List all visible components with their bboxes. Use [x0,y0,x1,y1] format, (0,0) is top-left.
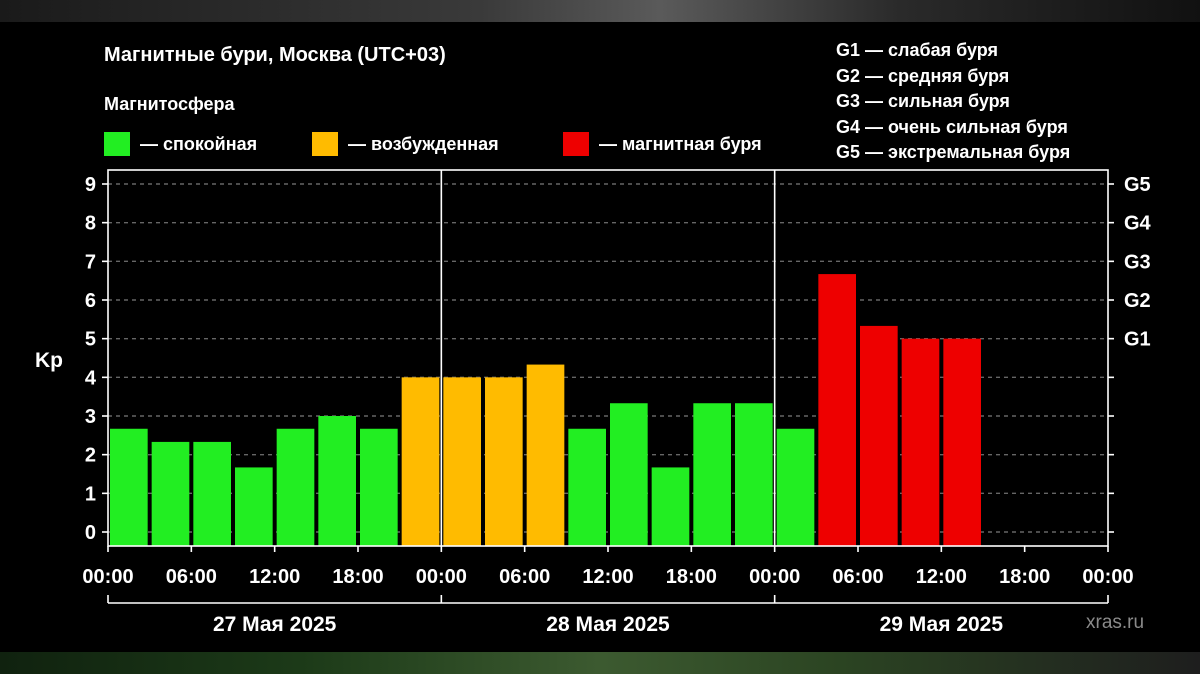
watermark: xras.ru [1086,612,1145,633]
y-axis-label: Kp [35,349,63,372]
x-tick-label: 12:00 [249,566,300,588]
legend-title: Магнитосфера [104,94,235,114]
legend-swatch-storm [563,132,589,156]
legend-label-quiet: — спокойная [140,133,258,154]
y-tick-label: 7 [85,251,96,273]
page-title: Магнитные бури, Москва (UTC+03) [104,44,446,66]
y-tick-label: 2 [85,445,96,467]
g-scale-legend: G1 — слабая буря G2 — средняя буря G3 — … [836,38,1070,166]
y-tick-label: 0 [85,522,96,544]
kp-bar [485,377,523,546]
kp-bar [443,377,481,546]
kp-bar [110,428,148,546]
y-tick-label: 3 [85,406,96,428]
kp-bar [735,403,773,546]
day-label: 29 Мая 2025 [880,613,1004,636]
kp-bar [193,441,231,546]
y-tick-label: 6 [85,290,96,312]
kp-bar [235,467,273,546]
x-tick-label: 12:00 [582,566,633,588]
x-tick-label: 00:00 [416,566,467,588]
kp-bar [151,441,190,546]
legend-item-active: — возбужденная [312,131,499,157]
g-level-label: G4 [1124,213,1152,235]
kp-bar [401,377,440,546]
kp-bar [651,467,690,546]
legend-swatch-quiet [104,132,130,156]
legend-swatch-active [312,132,338,156]
x-tick-label: 06:00 [166,566,217,588]
g-level-label: G1 [1124,329,1151,351]
kp-bar [360,428,398,546]
kp-bar [901,338,940,546]
day-label: 28 Мая 2025 [546,613,670,636]
g-level-label: G2 [1124,290,1151,312]
x-tick-label: 12:00 [916,566,967,588]
g-level-label: G5 [1124,174,1151,196]
y-tick-label: 9 [85,174,96,196]
legend-label-storm: — магнитная буря [599,133,762,154]
x-tick-label: 00:00 [749,566,800,588]
y-tick-label: 8 [85,213,96,235]
kp-bar [610,403,648,546]
g-legend-g5: G5 — экстремальная буря [836,142,1071,162]
y-tick-label: 4 [85,367,97,389]
legend-item-quiet: — спокойная [104,131,257,157]
top-frame-bar [0,0,1200,22]
kp-bar [526,364,565,546]
kp-bar [318,416,356,546]
g-legend-g1: G1 — слабая буря [836,40,999,60]
y-tick-label: 1 [85,483,96,505]
kp-bar [943,338,981,546]
x-tick-label: 00:00 [1082,566,1133,588]
x-tick-label: 00:00 [82,566,133,588]
g-legend-g4: G4 — очень сильная буря [836,116,1068,137]
legend-label-active: — возбужденная [348,133,499,154]
kp-bar [568,428,606,546]
kp-bar [776,428,815,546]
g-level-label: G3 [1124,251,1151,273]
day-label: 27 Мая 2025 [213,613,337,636]
kp-bar [860,325,898,546]
kp-bar [693,403,731,546]
legend-item-storm: — магнитная буря [563,131,762,157]
x-tick-label: 18:00 [999,566,1050,588]
bottom-frame-bar [0,652,1200,674]
x-tick-label: 18:00 [666,566,717,588]
g-legend-g2: G2 — средняя буря [836,65,1010,86]
kp-bar [276,428,315,546]
x-tick-label: 06:00 [832,566,883,588]
g-legend-g3: G3 — сильная буря [836,91,1010,111]
kp-bar [818,274,856,546]
y-tick-label: 5 [85,329,96,351]
x-tick-label: 06:00 [499,566,550,588]
x-tick-label: 18:00 [332,566,383,588]
